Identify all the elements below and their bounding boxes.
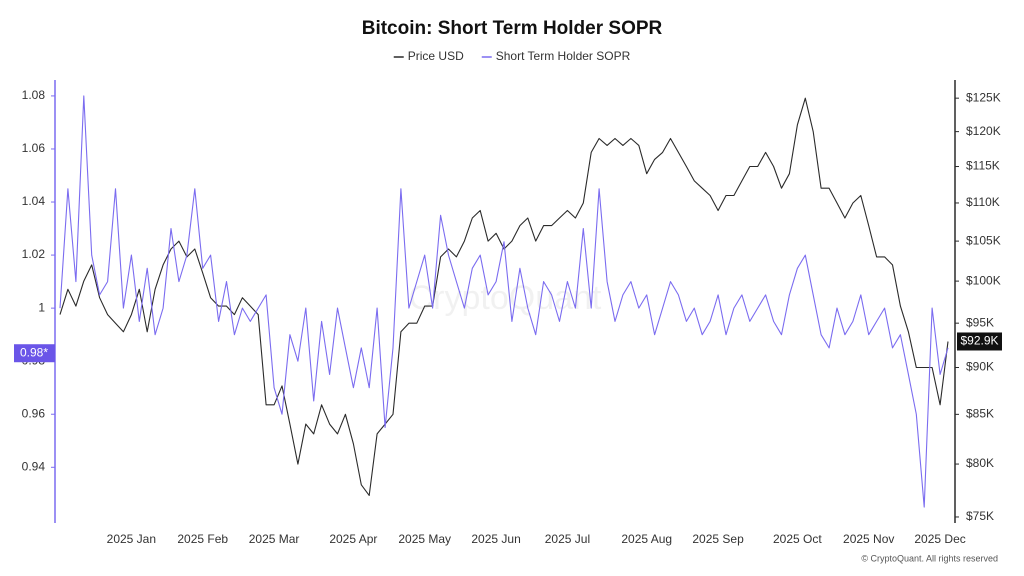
y2-tick-label: $120K xyxy=(966,124,1001,138)
y-tick-label: 0.94 xyxy=(22,459,46,473)
value-badge-label: $92.9K xyxy=(960,334,998,348)
x-tick-label: 2025 Dec xyxy=(914,532,965,546)
legend-label: Price USD xyxy=(408,49,464,63)
x-tick-label: 2025 Nov xyxy=(843,532,894,546)
y2-tick-label: $110K xyxy=(966,195,1000,209)
y-tick-label: 1.06 xyxy=(22,141,46,155)
x-tick-label: 2025 Sep xyxy=(692,532,744,546)
x-tick-label: 2025 Mar xyxy=(249,532,300,546)
value-badge xyxy=(957,332,1002,351)
value-badge xyxy=(14,344,55,363)
x-tick-label: 2025 Jul xyxy=(545,532,590,546)
legend: Price USD Short Term Holder SOPR xyxy=(393,49,631,63)
value-badge-label: 0.98* xyxy=(20,345,48,359)
x-tick-label: 2025 Jan xyxy=(107,532,156,546)
series-line xyxy=(59,95,949,508)
series-line xyxy=(59,97,949,496)
y2-tick-label: $80K xyxy=(966,456,994,470)
y-tick-label: 1.02 xyxy=(22,247,46,261)
x-tick-label: 2025 Jun xyxy=(471,532,520,546)
legend-label: Short Term Holder SOPR xyxy=(496,49,631,63)
x-tick-label: 2025 Feb xyxy=(177,532,228,546)
x-tick-label: 2025 Aug xyxy=(621,532,672,546)
watermark: CryptoQuant xyxy=(409,279,602,317)
chart-title: Bitcoin: Short Term Holder SOPR xyxy=(362,18,663,39)
y-tick-label: 1.08 xyxy=(22,88,46,102)
y2-tick-label: $100K xyxy=(966,273,1001,287)
footer: © CryptoQuant. All rights reserved xyxy=(861,553,998,563)
y2-tick-label: $125K xyxy=(966,90,1001,104)
y2-tick-label: $95K xyxy=(966,315,994,329)
y-tick-label: 1.04 xyxy=(22,194,46,208)
y2-tick-label: $90K xyxy=(966,360,994,374)
x-tick-label: 2025 Apr xyxy=(329,532,377,546)
x-tick-label: 2025 Oct xyxy=(773,532,822,546)
y2-tick-label: $85K xyxy=(966,407,994,421)
y2-tick-label: $115K xyxy=(966,159,1000,173)
y2-tick-label: $105K xyxy=(966,233,1001,247)
y2-tick-label: $75K xyxy=(966,509,994,523)
y-tick-label: 0.96 xyxy=(22,406,46,420)
y-tick-label: 1 xyxy=(38,300,45,314)
x-tick-label: 2025 May xyxy=(398,532,451,546)
